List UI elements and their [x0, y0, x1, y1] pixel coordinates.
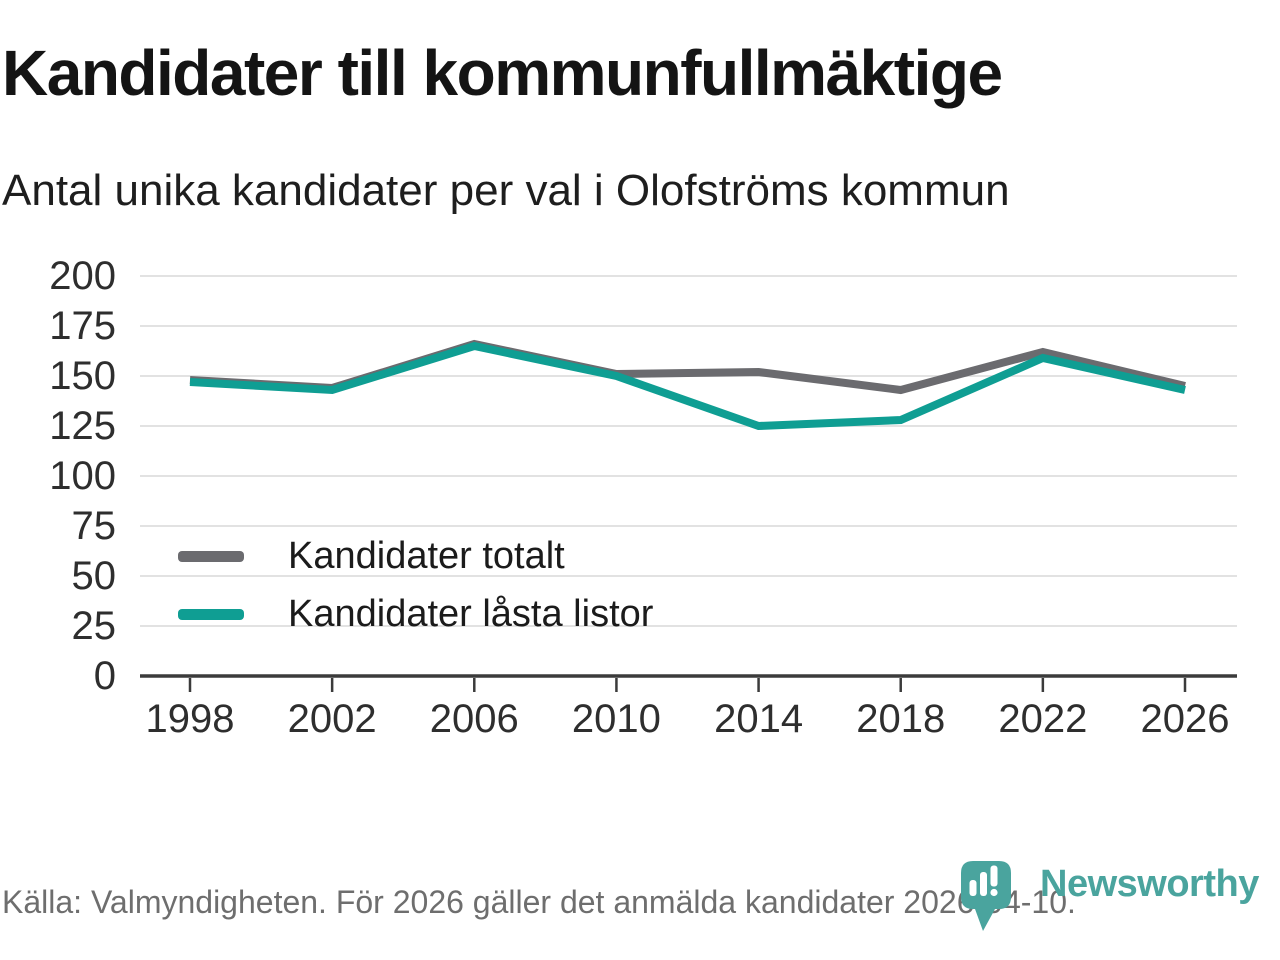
line-chart: 1998 2002 2006 2010 2014 2018 2022 2026 0 25 50 75 1… — [49, 254, 1237, 741]
legend-swatch-lasta-listor-icon — [178, 608, 244, 620]
x-tick-label: 2002 — [288, 697, 377, 741]
y-tick-label: 150 — [49, 354, 116, 398]
x-tick-label: 2026 — [1141, 697, 1230, 741]
bar-small-icon — [969, 880, 977, 896]
legend-item-lasta-listor: Kandidater låsta listor — [178, 592, 654, 635]
x-tick-label: 2006 — [430, 697, 519, 741]
y-tick-label: 75 — [72, 504, 117, 548]
y-tick-label: 50 — [72, 554, 117, 598]
y-tick-label: 200 — [49, 254, 116, 298]
x-tick-label: 1998 — [146, 697, 235, 741]
newsworthy-pin-icon — [961, 861, 1011, 931]
legend-label-totalt: Kandidater totalt — [288, 534, 565, 577]
series-line-lasta-listor — [189, 341, 1186, 431]
legend-label-lasta-listor: Kandidater låsta listor — [288, 592, 654, 635]
exclamation-bar-icon — [990, 865, 998, 887]
newsworthy-logo: Newsworthy — [961, 861, 1271, 941]
source-note: Källa: Valmyndigheten. För 2026 gäller d… — [2, 884, 1076, 920]
x-tick-label: 2014 — [714, 697, 803, 741]
y-tick-label: 100 — [49, 454, 116, 498]
exclamation-dot-icon — [990, 888, 998, 897]
page-title: Kandidater till kommunfullmäktige — [2, 37, 1003, 109]
legend-swatch-totalt-icon — [178, 550, 244, 562]
bar-tall-icon — [980, 872, 987, 896]
x-tick-label: 2010 — [572, 697, 661, 741]
y-tick-label: 0 — [94, 654, 116, 698]
series-line-totalt — [189, 339, 1186, 395]
y-tick-label: 175 — [49, 304, 116, 348]
y-tick-label: 25 — [72, 604, 117, 648]
legend-item-totalt: Kandidater totalt — [178, 534, 653, 577]
chart-legend: Kandidater totalt Kandidater låsta listo… — [178, 534, 654, 652]
x-tick-label: 2022 — [998, 697, 1087, 741]
y-tick-label: 125 — [49, 404, 116, 448]
chart-subtitle: Antal unika kandidater per val i Olofstr… — [2, 166, 1010, 215]
x-tick-label: 2018 — [856, 697, 945, 741]
newsworthy-wordmark: Newsworthy — [1040, 863, 1259, 905]
